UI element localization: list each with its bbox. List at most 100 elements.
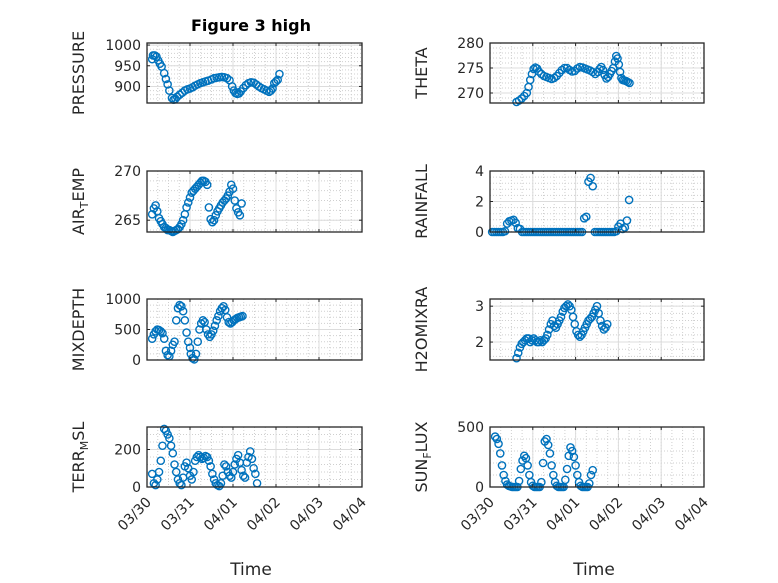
data-point xyxy=(177,219,186,229)
data-point xyxy=(222,73,232,83)
data-point xyxy=(220,460,229,469)
data-point xyxy=(511,218,520,228)
data-point xyxy=(165,86,174,95)
data-point xyxy=(249,463,258,473)
data-point xyxy=(492,434,502,444)
data-point xyxy=(208,469,217,479)
x-tick-label: 04/04 xyxy=(672,494,712,534)
data-point xyxy=(237,199,246,208)
data-point xyxy=(204,456,214,466)
axes-box xyxy=(146,42,363,104)
data-point xyxy=(237,465,246,475)
data-point xyxy=(586,470,596,480)
data-point xyxy=(545,449,555,458)
data-point xyxy=(525,75,535,85)
data-point xyxy=(513,348,523,358)
data-point xyxy=(147,334,157,343)
x-tick-label: 04/02 xyxy=(244,495,284,535)
panel-5: 0 500 1000 MIXDEPTH xyxy=(69,288,363,371)
data-point xyxy=(167,93,177,103)
data-point xyxy=(536,335,545,345)
x-tick-label: 03/31 xyxy=(158,495,198,535)
data-point xyxy=(547,461,556,470)
data-point xyxy=(204,203,214,212)
axes-box xyxy=(489,426,705,488)
data-point xyxy=(166,346,176,356)
data-point xyxy=(586,173,595,183)
data-point xyxy=(202,180,212,190)
data-point xyxy=(622,216,632,225)
data-point xyxy=(161,74,171,84)
y-tick-label: 1000 xyxy=(105,292,141,308)
data-point xyxy=(227,82,237,91)
panel-1: 900 950 1000 PRESSURE xyxy=(69,31,363,115)
data-point xyxy=(549,73,559,83)
data-point xyxy=(500,226,510,236)
data-point xyxy=(569,452,579,462)
data-point xyxy=(182,203,191,212)
data-point xyxy=(226,180,236,190)
data-point xyxy=(156,327,166,336)
y-axis-label: H2OMIXRA xyxy=(412,287,431,373)
data-point xyxy=(543,330,552,340)
data-point xyxy=(193,337,203,347)
data-point xyxy=(543,440,553,450)
data-point xyxy=(224,317,233,327)
data-point xyxy=(185,343,195,353)
y-axis-label-main: TERR xyxy=(69,450,88,493)
data-point xyxy=(185,193,195,202)
data-point xyxy=(230,460,240,469)
data-point xyxy=(602,319,612,329)
axes-box xyxy=(489,298,705,361)
data-point xyxy=(175,90,184,100)
data-point xyxy=(495,449,505,458)
data-point xyxy=(189,467,198,477)
data-point xyxy=(494,439,503,449)
data-point xyxy=(182,458,191,467)
panel-6: 2 3 H2OMIXRA xyxy=(412,287,705,373)
data-point xyxy=(251,469,260,479)
data-point xyxy=(210,321,220,331)
data-point xyxy=(590,69,600,79)
data-point xyxy=(183,198,193,207)
y-tick-label: 0 xyxy=(475,225,484,241)
data-point xyxy=(234,89,244,98)
y-tick-label: 2 xyxy=(475,195,484,211)
data-point xyxy=(556,312,566,322)
data-point xyxy=(198,316,208,325)
data-point xyxy=(613,54,622,63)
data-point xyxy=(151,480,160,490)
data-point xyxy=(598,65,608,75)
figure-title: Figure 3 high xyxy=(191,16,311,35)
data-point xyxy=(212,316,221,325)
y-tick-label: 265 xyxy=(114,213,141,229)
data-point xyxy=(235,210,245,220)
y-axis-label: MIXDEPTH xyxy=(69,288,88,371)
data-point xyxy=(223,191,233,200)
y-axis-label: SUNFLUX xyxy=(412,421,434,492)
data-point xyxy=(182,328,191,337)
y-axis-label: RAINFALL xyxy=(412,164,431,239)
data-point xyxy=(579,213,589,223)
data-point xyxy=(271,77,281,86)
data-point xyxy=(517,94,526,103)
data-point xyxy=(514,96,524,105)
y-tick-label: 3 xyxy=(475,299,484,315)
x-tick-label: 04/01 xyxy=(201,495,241,535)
panel-7: 0 200 03/30 03/31 04/01 04/02 04/03 04/04 TERRMS… xyxy=(69,422,370,535)
y-tick-label: 900 xyxy=(114,79,141,95)
y-tick-label: 0 xyxy=(132,480,141,496)
data-point xyxy=(172,92,182,102)
data-point xyxy=(514,476,524,486)
y-axis-label-subscript: F xyxy=(421,452,434,458)
data-point xyxy=(596,316,605,325)
y-tick-label: 270 xyxy=(457,86,484,102)
data-point xyxy=(582,212,591,222)
y-axis-label-main: SUN xyxy=(412,459,431,493)
data-point xyxy=(177,302,186,311)
data-point xyxy=(534,337,544,347)
data-point xyxy=(615,67,625,77)
y-axis-label: TERRMSL xyxy=(69,422,91,494)
data-point xyxy=(239,471,248,481)
y-axis-label: PRESSURE xyxy=(69,31,88,115)
